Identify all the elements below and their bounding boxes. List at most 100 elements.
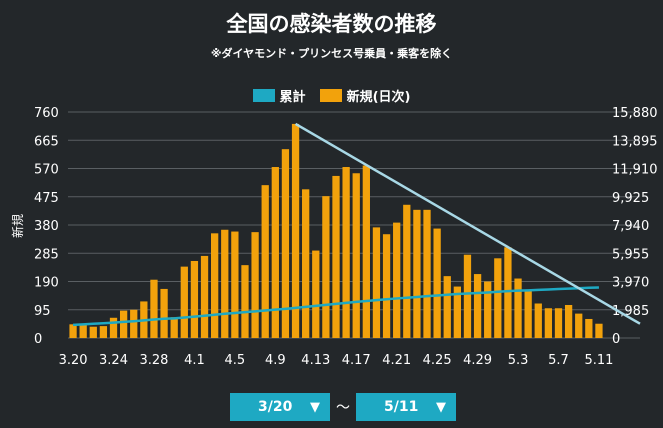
bar	[302, 189, 310, 338]
bar	[221, 229, 229, 338]
right-axis-tick-label: 7,940	[612, 219, 649, 234]
right-axis-tick-label: 11,910	[612, 163, 658, 178]
x-axis-tick-label: 4.5	[225, 353, 246, 368]
chevron-down-icon: ▼	[310, 399, 320, 415]
bar	[190, 260, 199, 338]
right-axis-tick-label: 9,925	[612, 191, 649, 206]
x-axis-tick-label: 4.17	[342, 353, 371, 368]
bar	[443, 276, 451, 338]
bar	[382, 234, 391, 338]
x-axis-tick-label: 5.11	[584, 353, 613, 368]
left-axis-tick-label: 190	[34, 276, 59, 291]
cumulative-line	[72, 286, 599, 327]
range-separator: ～	[336, 400, 350, 416]
from-date-value: 3/20	[258, 399, 293, 415]
bar	[544, 308, 553, 338]
bar	[403, 204, 411, 338]
bar	[413, 209, 421, 338]
x-axis-tick-label: 4.13	[301, 353, 330, 368]
x-axis-tick-label: 3.20	[59, 353, 88, 368]
bar	[160, 288, 168, 338]
x-axis-tick-label: 4.9	[265, 353, 286, 368]
bar	[322, 196, 330, 338]
bar	[352, 173, 360, 338]
bar	[89, 326, 97, 338]
bar	[473, 274, 482, 338]
bar	[211, 233, 219, 338]
bar	[180, 266, 188, 338]
bar	[271, 167, 279, 338]
legend-item-new[interactable]: 新規(日次)	[319, 86, 411, 105]
right-axis-tick-label: 3,970	[612, 276, 649, 291]
bar	[261, 185, 269, 338]
right-axis-tick-label: 0	[612, 332, 620, 347]
bar	[150, 279, 158, 338]
x-axis-tick-label: 5.7	[548, 353, 569, 368]
chevron-down-icon: ▼	[436, 399, 446, 415]
to-date-value: 5/11	[384, 399, 419, 415]
left-axis-tick-label: 0	[34, 332, 42, 347]
bar	[130, 309, 138, 338]
bar	[99, 326, 108, 338]
chart-title: 全国の感染者数の推移	[226, 12, 437, 36]
bar	[575, 313, 583, 338]
x-axis-tick-label: 5.3	[508, 353, 529, 368]
right-axis-tick-label: 13,895	[612, 134, 658, 149]
x-axis-tick-label: 4.1	[184, 353, 205, 368]
x-axis-tick-label: 3.24	[99, 353, 128, 368]
x-axis-tick-label: 4.29	[463, 353, 492, 368]
right-axis-tick-label: 15,880	[612, 106, 658, 121]
bar	[362, 165, 370, 338]
bar	[494, 258, 502, 338]
to-date-select[interactable]: 5/11 ▼	[356, 393, 456, 421]
legend-swatch-new	[319, 89, 342, 102]
bar	[231, 231, 239, 338]
bar	[312, 250, 320, 338]
left-axis-tick-label: 380	[34, 219, 59, 234]
bar	[393, 222, 401, 338]
bar	[463, 254, 472, 338]
legend-label-new: 新規(日次)	[346, 90, 411, 105]
trend-line	[294, 122, 641, 325]
bar	[200, 255, 209, 338]
y-axis-label: 新規	[10, 214, 25, 238]
legend-swatch-cumulative	[252, 89, 275, 102]
x-axis-tick-label: 4.21	[382, 353, 411, 368]
legend-label-cumulative: 累計	[279, 90, 306, 105]
bar	[585, 318, 593, 338]
legend-item-cumulative[interactable]: 累計	[252, 86, 306, 105]
bar	[241, 265, 249, 338]
bar	[332, 175, 340, 338]
x-axis-tick-label: 3.28	[139, 353, 168, 368]
bar	[342, 167, 350, 338]
left-axis-tick-label: 570	[34, 163, 59, 178]
bar	[251, 232, 259, 338]
bar	[423, 209, 431, 338]
bar	[433, 228, 441, 338]
bar	[484, 281, 492, 338]
bar	[69, 324, 77, 338]
bar	[79, 323, 87, 338]
bar	[564, 304, 573, 338]
right-axis-tick-label: 1,985	[612, 304, 649, 319]
bar	[595, 323, 603, 338]
chart-legend: 累計 新規(日次)	[0, 86, 663, 105]
bar	[514, 278, 522, 338]
bar	[453, 286, 461, 338]
x-axis-tick-label: 4.25	[423, 353, 452, 368]
left-axis-tick-label: 285	[34, 247, 59, 262]
bar	[372, 227, 381, 338]
date-range-controls: 3/20 ▼ ～ 5/11 ▼	[230, 393, 456, 421]
from-date-select[interactable]: 3/20 ▼	[230, 393, 330, 421]
left-axis-tick-label: 95	[34, 304, 51, 319]
bar	[170, 317, 178, 338]
bar	[504, 247, 512, 338]
left-axis-tick-label: 475	[34, 191, 59, 206]
bar	[119, 310, 128, 338]
bar	[281, 149, 290, 338]
left-axis-tick-label: 665	[34, 134, 59, 149]
right-axis-tick-label: 5,955	[612, 247, 649, 262]
bar	[109, 317, 118, 338]
chart-subtitle: ※ダイヤモンド・プリンセス号乗員・乗客を除く	[210, 47, 453, 60]
